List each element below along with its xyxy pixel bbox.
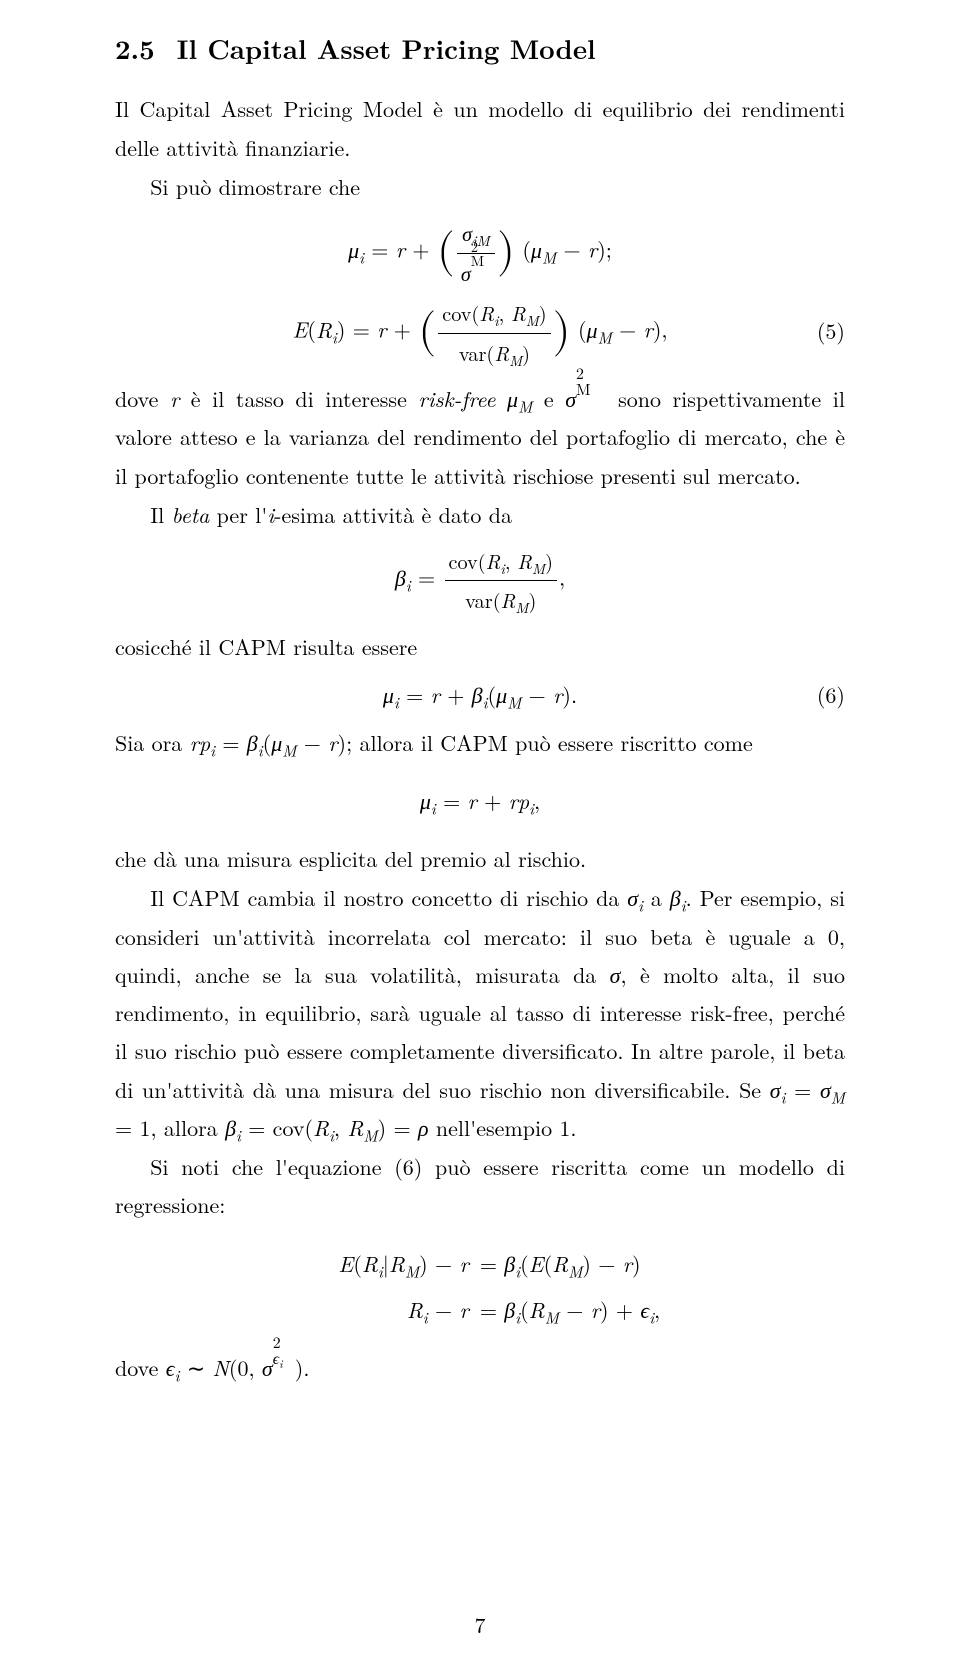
equation-5: μi = r + (σiMσ2M ) (μM − r); E(Ri) = r +…: [115, 214, 845, 372]
para-capm-cambia: Il CAPM cambia il nostro concetto di ris…: [115, 879, 845, 1147]
para-il-beta: Il beta per l'i-esima attività è dato da: [115, 496, 845, 534]
para-cosicche: cosicché il CAPM risulta essere: [115, 628, 845, 666]
equation-beta: βi = cov(Ri, RM)var(RM),: [115, 542, 845, 620]
equation-rp: μi = r + rpi,: [115, 780, 845, 822]
page: 2.5 Il Capital Asset Pricing Model Il Cap…: [0, 0, 960, 1654]
equation-5-number: (5): [817, 310, 845, 352]
equation-6-number: (6): [817, 674, 845, 716]
section-number: 2.5: [115, 28, 155, 67]
para-dove-r: dove r è il tasso di interesse risk-free…: [115, 380, 845, 495]
page-number: 7: [0, 1609, 960, 1640]
section-heading: 2.5 Il Capital Asset Pricing Model: [115, 30, 845, 66]
para-premio-rischio: che dà una misura esplicita del premio a…: [115, 840, 845, 878]
section-title: Il Capital Asset Pricing Model: [177, 28, 596, 67]
para-regressione: Si noti che l'equazione (6) può essere r…: [115, 1148, 845, 1225]
equation-regression: E(Ri|RM) − r = βi(E(RM) − r) Ri − r = βi…: [115, 1241, 845, 1333]
para-dove-eps: dove ϵi ∼ N(0, σ2ϵi ).: [115, 1349, 845, 1387]
para-sia-ora: Sia ora rpi = βi(μM − r); allora il CAPM…: [115, 724, 845, 762]
equation-6: μi = r + βi(μM − r). (6): [115, 674, 845, 716]
para-si-puo: Si può dimostrare che: [115, 168, 845, 206]
para-intro: Il Capital Asset Pricing Model è un mode…: [115, 90, 845, 167]
